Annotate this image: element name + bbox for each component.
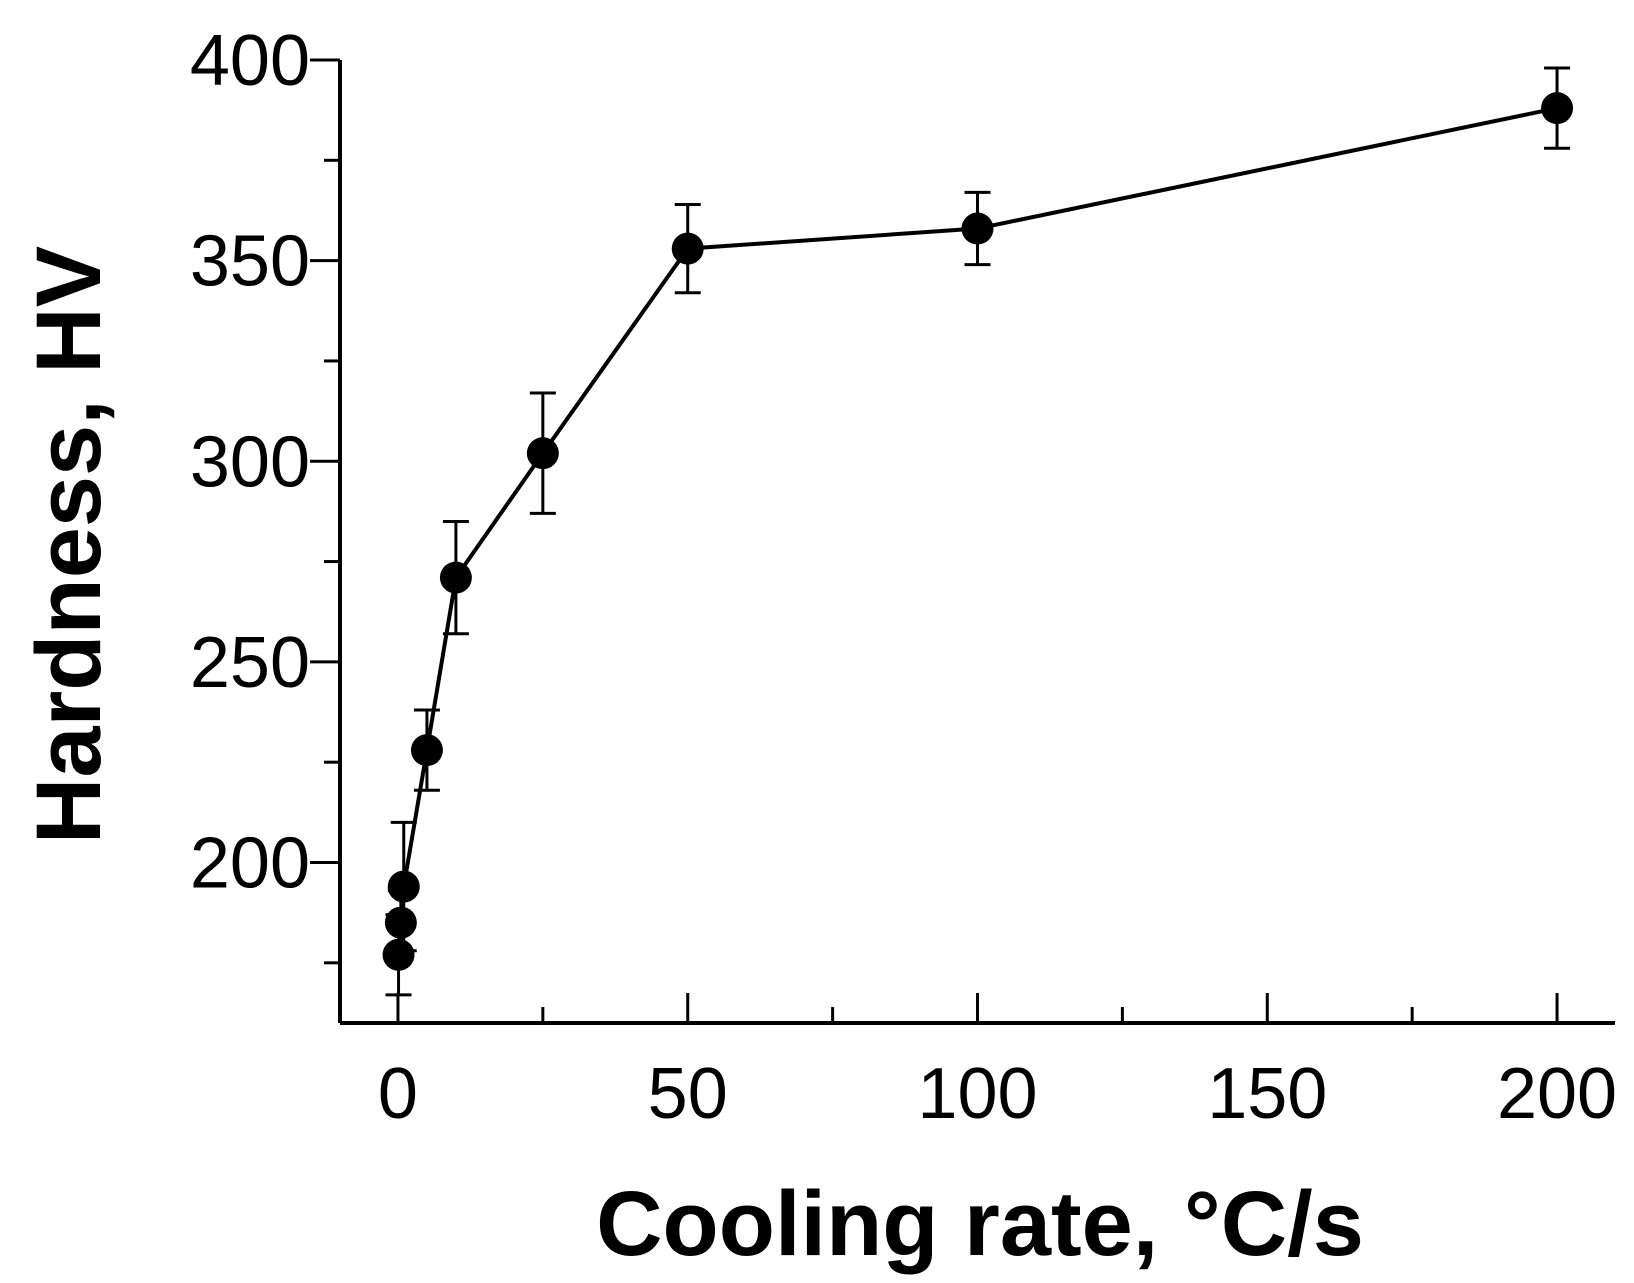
data-point (387, 870, 420, 903)
axes: 200 250 300 350 400 0 50 100 150 200 (190, 21, 1617, 1134)
data-point (961, 212, 994, 245)
x-tick-label: 100 (917, 1054, 1037, 1134)
x-tick-label: 200 (1497, 1054, 1617, 1134)
y-tick-label: 400 (190, 21, 310, 101)
y-tick-label: 300 (190, 422, 310, 502)
data-point (410, 734, 443, 767)
y-tick-label: 200 (190, 824, 310, 904)
y-axis-title: Hardness, HV (18, 246, 120, 844)
data-point (384, 906, 417, 939)
data-points (382, 92, 1574, 971)
x-axis-title: Cooling rate, °C/s (596, 1173, 1364, 1275)
data-point (671, 232, 704, 265)
data-point (526, 437, 559, 470)
y-tick-label: 250 (190, 623, 310, 703)
data-point (382, 938, 415, 971)
error-bars (385, 66, 1571, 997)
x-tick-label: 150 (1207, 1054, 1327, 1134)
axis-labels: Cooling rate, °C/s Hardness, HV (18, 246, 1364, 1275)
x-tick-label: 0 (378, 1054, 418, 1134)
x-tick-label: 50 (648, 1054, 728, 1134)
data-point (1541, 92, 1574, 125)
data-point (439, 561, 472, 594)
y-tick-label: 350 (190, 222, 310, 302)
